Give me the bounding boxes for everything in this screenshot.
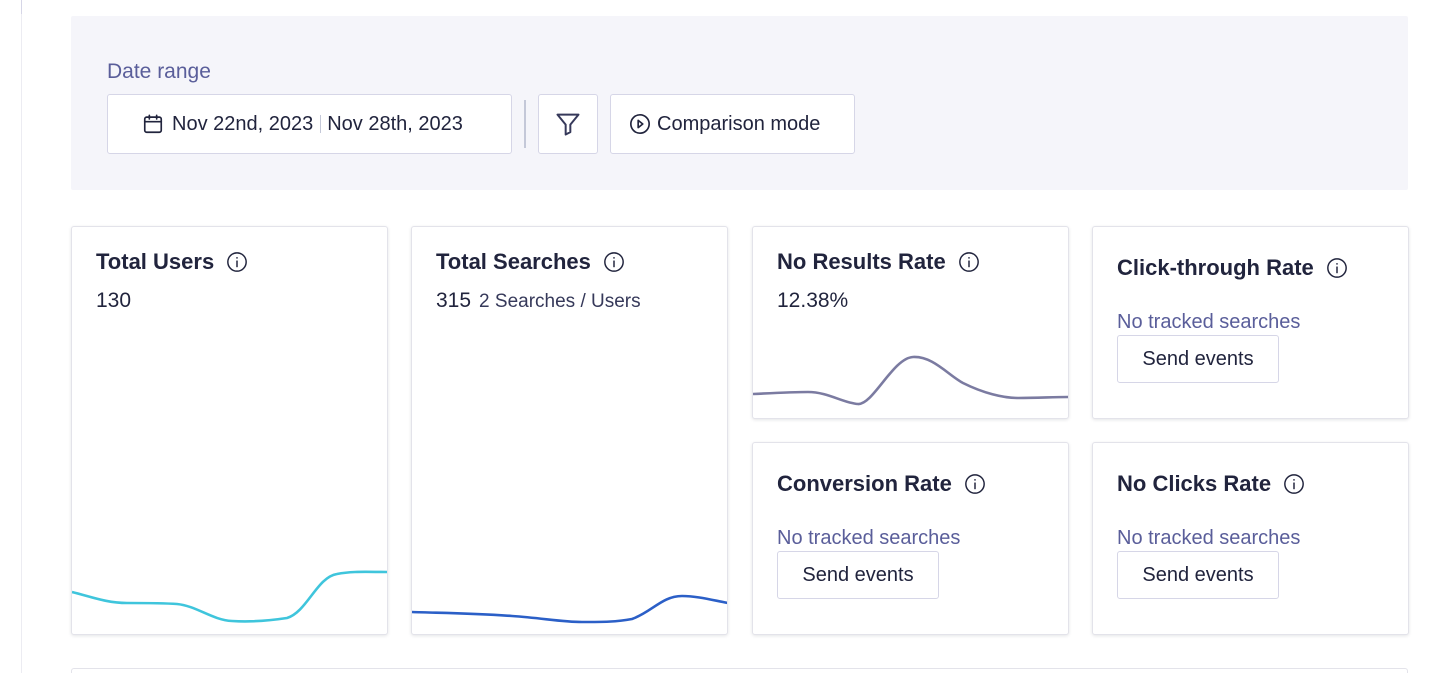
total-searches-card: Total Searches 315 2 Searches / Users — [411, 226, 728, 635]
comparison-mode-label: Comparison mode — [657, 112, 821, 135]
comparison-mode-button[interactable]: Comparison mode — [610, 94, 855, 154]
no-clicks-rate-title-text: No Clicks Rate — [1117, 471, 1272, 496]
click-through-rate-title-text: Click-through Rate — [1117, 255, 1314, 280]
total-users-sparkline — [72, 570, 387, 623]
searches-per-user: 2 Searches / Users — [479, 291, 641, 312]
total-searches-title: Total Searches — [436, 249, 625, 275]
no-clicks-send-events-button[interactable]: Send events — [1117, 551, 1279, 599]
no-clicks-empty-text: No tracked searches — [1117, 527, 1301, 549]
play-circle-icon — [630, 114, 650, 134]
click-through-empty-text: No tracked searches — [1117, 311, 1301, 333]
conversion-rate-title-text: Conversion Rate — [777, 471, 952, 496]
info-icon[interactable] — [1326, 257, 1348, 279]
start-date: Nov 22nd, 2023 — [172, 112, 314, 135]
date-range-label: Date range — [107, 60, 211, 83]
no-results-line — [753, 355, 1068, 406]
no-results-rate-card: No Results Rate 12.38% — [752, 226, 1069, 419]
total-searches-line — [412, 594, 727, 624]
total-users-line — [72, 570, 387, 623]
total-searches-value: 315 2 Searches / Users — [436, 289, 641, 313]
click-through-send-events-button[interactable]: Send events — [1117, 335, 1279, 383]
total-users-title: Total Users — [96, 249, 248, 275]
info-icon[interactable] — [958, 251, 980, 273]
sidebar-handle — [14, 0, 22, 14]
no-clicks-rate-title: No Clicks Rate — [1117, 471, 1305, 497]
info-icon[interactable] — [1283, 473, 1305, 495]
no-results-rate-sparkline — [753, 355, 1068, 406]
toolbar-divider — [524, 100, 526, 148]
date-range-picker[interactable]: Nov 22nd, 2023 Nov 28th, 2023 — [107, 94, 512, 154]
info-icon[interactable] — [964, 473, 986, 495]
filter-button[interactable] — [538, 94, 598, 154]
total-searches-sparkline — [412, 594, 727, 624]
no-results-rate-title-text: No Results Rate — [777, 249, 946, 274]
conversion-rate-card: Conversion Rate No tracked searches Send… — [752, 442, 1069, 635]
left-sidebar-edge — [0, 0, 22, 673]
click-through-rate-title: Click-through Rate — [1117, 255, 1348, 281]
conversion-send-events-button[interactable]: Send events — [777, 551, 939, 599]
info-icon[interactable] — [226, 251, 248, 273]
total-searches-count: 315 — [436, 289, 472, 312]
total-users-title-text: Total Users — [96, 249, 215, 274]
no-results-rate-title: No Results Rate — [777, 249, 980, 275]
calendar-icon — [143, 114, 163, 134]
next-section-card — [71, 668, 1408, 673]
conversion-rate-title: Conversion Rate — [777, 471, 986, 497]
info-icon[interactable] — [603, 251, 625, 273]
total-searches-title-text: Total Searches — [436, 249, 591, 274]
click-through-rate-card: Click-through Rate No tracked searches S… — [1092, 226, 1409, 419]
no-clicks-rate-card: No Clicks Rate No tracked searches Send … — [1092, 442, 1409, 635]
total-users-value: 130 — [96, 289, 132, 312]
filter-panel: Date range Nov 22nd, 2023 Nov 28th, 2023… — [71, 16, 1408, 190]
no-results-rate-value: 12.38% — [777, 289, 849, 312]
end-date: Nov 28th, 2023 — [327, 112, 463, 135]
filter-icon — [556, 113, 580, 136]
conversion-empty-text: No tracked searches — [777, 527, 961, 549]
date-separator — [320, 115, 322, 133]
total-users-card: Total Users 130 — [71, 226, 388, 635]
